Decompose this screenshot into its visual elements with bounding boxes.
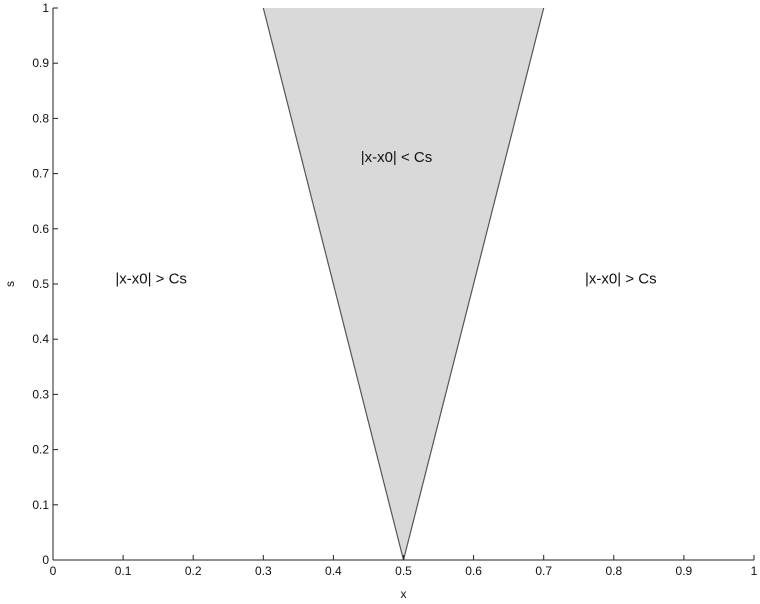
x-tick-label: 0 (50, 564, 57, 578)
plot-area (262, 7, 545, 561)
y-tick-label: 0.3 (32, 387, 49, 401)
y-tick-label: 0.2 (32, 443, 49, 457)
y-tick-label: 0.7 (32, 167, 49, 181)
y-tick-label: 0.4 (32, 332, 49, 346)
x-tick-label: 0.5 (395, 564, 412, 578)
y-tick-label: 0.9 (32, 56, 49, 70)
x-tick-label: 1 (751, 564, 758, 578)
y-tick-label: 0 (42, 553, 49, 567)
x-tick-label: 0.3 (255, 564, 272, 578)
shaded-region (263, 8, 544, 560)
y-tick-label: 1 (42, 1, 49, 15)
y-tick-label: 0.5 (32, 277, 49, 291)
x-axis-label: x (401, 587, 407, 601)
y-axis-label: s (3, 281, 17, 287)
region-label-left: |x-x0| > Cs (115, 270, 187, 287)
y-tick-label: 0.6 (32, 222, 49, 236)
x-tick-label: 0.4 (325, 564, 342, 578)
x-tick-label: 0.1 (115, 564, 132, 578)
x-tick-label: 0.8 (605, 564, 622, 578)
x-tick-label: 0.9 (676, 564, 693, 578)
axes: 0 0.1 0.2 0.3 0.4 0.5 0.6 0.7 0.8 0.9 1 0 0.1 0.2 0.3… (32, 1, 757, 578)
region-label-center: |x-x0| < Cs (361, 149, 433, 166)
y-tick-label: 0.8 (32, 111, 49, 125)
region-label-right: |x-x0| > Cs (585, 270, 657, 287)
y-tick-label: 0.1 (32, 498, 49, 512)
x-ticks: 0 0.1 0.2 0.3 0.4 0.5 0.6 0.7 0.8 0.9 1 (50, 555, 758, 578)
annotations: |x-x0| > Cs |x-x0| < Cs |x-x0| > Cs (115, 149, 656, 287)
x-tick-label: 0.2 (185, 564, 202, 578)
x-tick-label: 0.7 (535, 564, 552, 578)
x-tick-label: 0.6 (465, 564, 482, 578)
right-boundary-line (402, 7, 545, 561)
y-ticks: 0 0.1 0.2 0.3 0.4 0.5 0.6 0.7 0.8 0.9 1 (32, 1, 58, 567)
left-boundary-line (262, 7, 405, 561)
